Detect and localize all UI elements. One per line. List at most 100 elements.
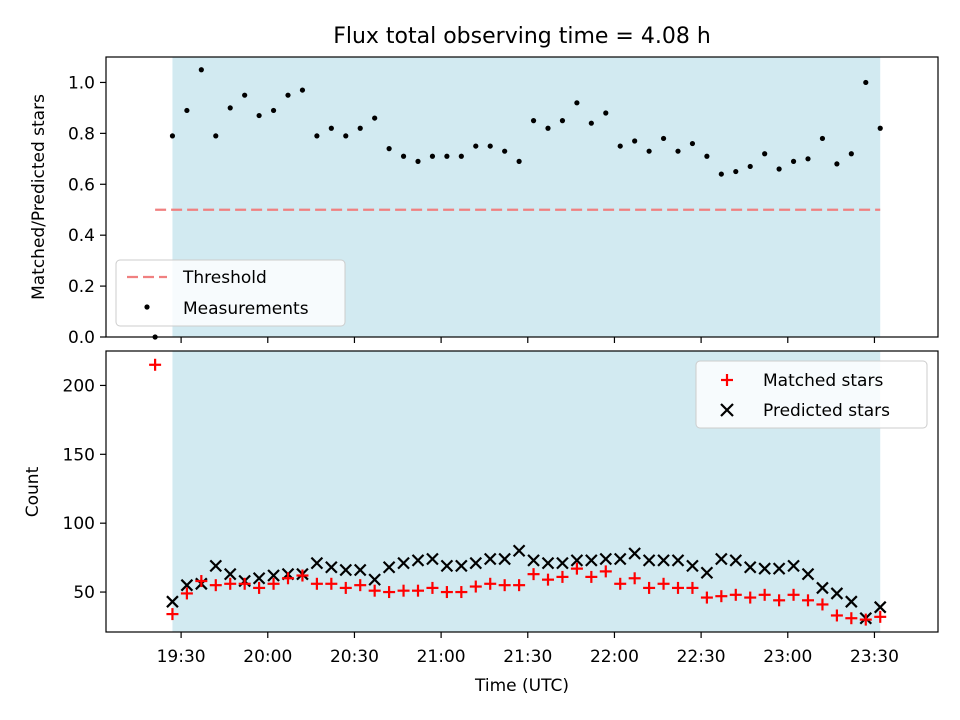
matched-point xyxy=(397,584,410,597)
measurement-point xyxy=(516,158,522,164)
measurement-point xyxy=(530,118,537,124)
predicted-point xyxy=(223,567,237,581)
measurement-point xyxy=(415,158,421,164)
measurement-point xyxy=(660,135,667,142)
top-y-tick-label: 0.8 xyxy=(68,124,95,144)
matched-point xyxy=(672,581,684,594)
predicted-point xyxy=(252,572,266,585)
predicted-point xyxy=(671,554,685,567)
measurement-point xyxy=(545,125,551,131)
predicted-point xyxy=(267,569,280,582)
matched-point xyxy=(484,577,497,590)
matched-point xyxy=(542,573,554,586)
legend-matched-label: Matched stars xyxy=(763,371,883,391)
legend-measurements-label: Measurements xyxy=(183,299,309,319)
matched-point xyxy=(166,608,179,621)
measurement-point xyxy=(790,158,797,164)
top-y-axis: 0.0 0.2 0.4 0.6 0.8 1.0 xyxy=(68,73,106,348)
predicted-point xyxy=(325,560,338,574)
measurement-point xyxy=(270,107,277,114)
bottom-y-label: Count xyxy=(23,466,43,517)
predicted-point xyxy=(628,547,641,560)
top-y-tick-label: 0.0 xyxy=(68,328,95,348)
predicted-point xyxy=(426,552,439,566)
x-tick-label: 22:30 xyxy=(677,647,726,667)
matched-point xyxy=(253,581,266,594)
matched-point xyxy=(267,577,280,590)
measurement-point xyxy=(805,156,811,162)
matched-point xyxy=(195,575,208,588)
bottom-legend-box xyxy=(695,360,928,429)
measurement-point xyxy=(372,115,378,121)
matched-point xyxy=(354,579,367,592)
matched-point xyxy=(570,562,583,575)
matched-point xyxy=(628,572,641,585)
measurement-point xyxy=(559,118,566,124)
predicted-point xyxy=(845,595,858,608)
measurement-point xyxy=(227,105,233,111)
predicted-point xyxy=(772,562,786,575)
predicted-point xyxy=(556,556,569,570)
predicted-point xyxy=(642,554,656,567)
x-tick-label: 21:00 xyxy=(417,647,466,667)
predicted-point xyxy=(353,563,367,577)
legend-predicted-swatch xyxy=(720,403,734,417)
matched-point xyxy=(859,613,872,626)
x-tick-label: 23:00 xyxy=(763,647,812,667)
matched-point xyxy=(556,570,569,583)
predicted-point xyxy=(440,559,454,573)
predicted-point xyxy=(512,544,526,558)
top-legend-box xyxy=(115,259,346,327)
matched-point xyxy=(744,591,757,604)
matched-point xyxy=(238,577,251,590)
predicted-point xyxy=(570,554,584,567)
matched-point xyxy=(758,588,771,601)
measurement-point xyxy=(386,146,392,152)
predicted-point xyxy=(455,559,468,573)
measurement-point xyxy=(213,133,219,139)
legend-measurements-swatch xyxy=(144,304,150,310)
matched-point xyxy=(715,590,728,603)
measurement-point xyxy=(328,125,334,131)
measurement-point xyxy=(762,151,768,157)
matched-point xyxy=(455,586,468,599)
measurement-point xyxy=(357,125,363,131)
matched-point xyxy=(830,609,843,622)
matched-point xyxy=(310,577,323,590)
matched-point xyxy=(498,579,511,592)
predicted-point xyxy=(527,554,540,567)
measurement-point xyxy=(718,171,724,177)
measurement-point xyxy=(184,107,190,114)
predicted-point xyxy=(715,552,728,566)
predicted-point xyxy=(382,560,396,574)
predicted-point xyxy=(397,556,410,570)
matched-point xyxy=(585,570,598,583)
top-panel: 0.0 0.2 0.4 0.6 0.8 1.0 Matched/Predicted sta… xyxy=(29,56,939,348)
matched-point xyxy=(325,577,338,590)
predicted-point xyxy=(310,556,324,570)
measurement-point xyxy=(429,153,436,159)
predicted-point xyxy=(585,554,598,567)
predicted-point xyxy=(469,556,483,570)
matched-point xyxy=(149,358,162,371)
matched-point xyxy=(209,579,222,592)
predicted-point xyxy=(339,563,353,577)
measurement-point xyxy=(588,120,594,126)
matched-point xyxy=(527,568,540,581)
matched-point xyxy=(224,577,237,590)
x-tick-label: 22:00 xyxy=(590,647,639,667)
bottom-x-axis: 19:30 20:00 20:30 21:00 21:30 22:00 22:30 23:00… xyxy=(157,632,899,667)
bottom-panel: 50 100 150 200 19:30 20:00 20:30 21:00 21:30 22:… xyxy=(23,350,939,696)
measurement-point xyxy=(689,140,696,147)
x-tick-label: 20:00 xyxy=(243,647,292,667)
predicted-point xyxy=(657,554,670,567)
measurement-point xyxy=(819,135,826,142)
top-y-label: Matched/Predicted stars xyxy=(29,94,49,300)
predicted-point xyxy=(498,552,511,566)
matched-point xyxy=(513,579,526,592)
x-tick-label: 23:30 xyxy=(850,647,899,667)
measurement-point xyxy=(834,161,840,167)
measurement-point xyxy=(299,87,306,93)
bottom-y-tick-label: 200 xyxy=(63,376,95,396)
measurement-point xyxy=(574,100,580,106)
